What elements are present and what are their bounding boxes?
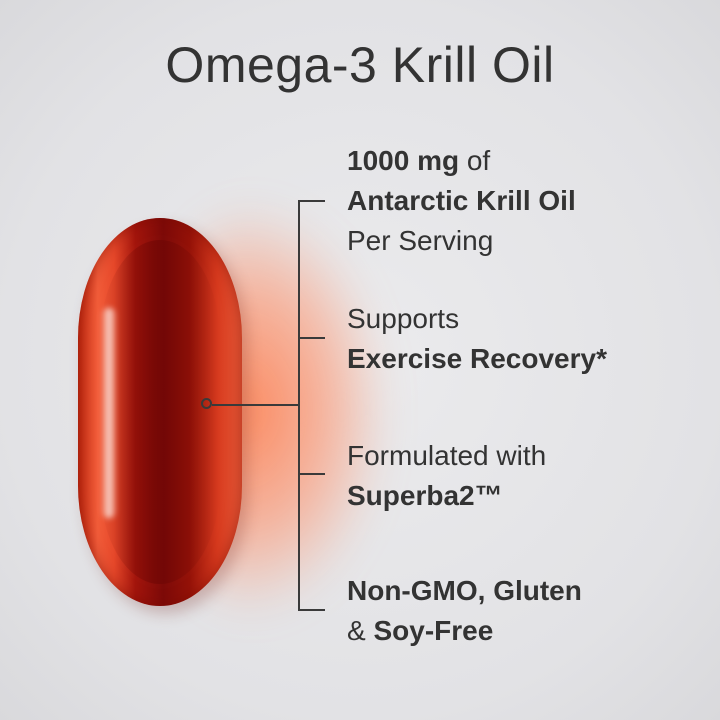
bracket-tick xyxy=(298,337,325,339)
feature-text: Soy-Free xyxy=(373,615,494,646)
feature-line: Per Serving xyxy=(347,221,576,261)
feature-text: Exercise Recovery* xyxy=(347,343,607,374)
feature-text: Antarctic Krill Oil xyxy=(347,185,576,216)
feature-dosage: 1000 mg of Antarctic Krill Oil Per Serving xyxy=(347,141,576,261)
bracket-tick xyxy=(298,473,325,475)
feature-text: 1000 mg xyxy=(347,145,460,176)
feature-line: Formulated with xyxy=(347,436,546,476)
krill-oil-capsule-image xyxy=(78,218,242,606)
feature-line: 1000 mg of xyxy=(347,141,576,181)
feature-text: of xyxy=(459,145,491,176)
feature-recovery: Supports Exercise Recovery* xyxy=(347,299,607,379)
callout-dot-icon xyxy=(201,398,212,409)
feature-line: Exercise Recovery* xyxy=(347,339,607,379)
feature-text: & xyxy=(347,615,374,646)
bracket-vertical xyxy=(298,200,300,611)
bracket-tick xyxy=(298,609,325,611)
feature-line: Superba2™ xyxy=(347,476,546,516)
feature-superba2: Formulated with Superba2™ xyxy=(347,436,546,516)
feature-text: Supports xyxy=(347,303,460,334)
feature-free-from: Non-GMO, Gluten & Soy-Free xyxy=(347,571,582,651)
feature-line: Non-GMO, Gluten xyxy=(347,571,582,611)
page-title: Omega-3 Krill Oil xyxy=(165,37,555,93)
feature-text: Superba2™ xyxy=(347,480,503,511)
feature-text: Non-GMO, Gluten xyxy=(347,575,582,606)
feature-line: Supports xyxy=(347,299,607,339)
callout-connector xyxy=(212,404,300,406)
feature-line: & Soy-Free xyxy=(347,611,582,651)
feature-text: Formulated with xyxy=(347,440,547,471)
feature-line: Antarctic Krill Oil xyxy=(347,181,576,221)
bracket-tick xyxy=(298,200,325,202)
feature-text: Per Serving xyxy=(347,225,494,256)
